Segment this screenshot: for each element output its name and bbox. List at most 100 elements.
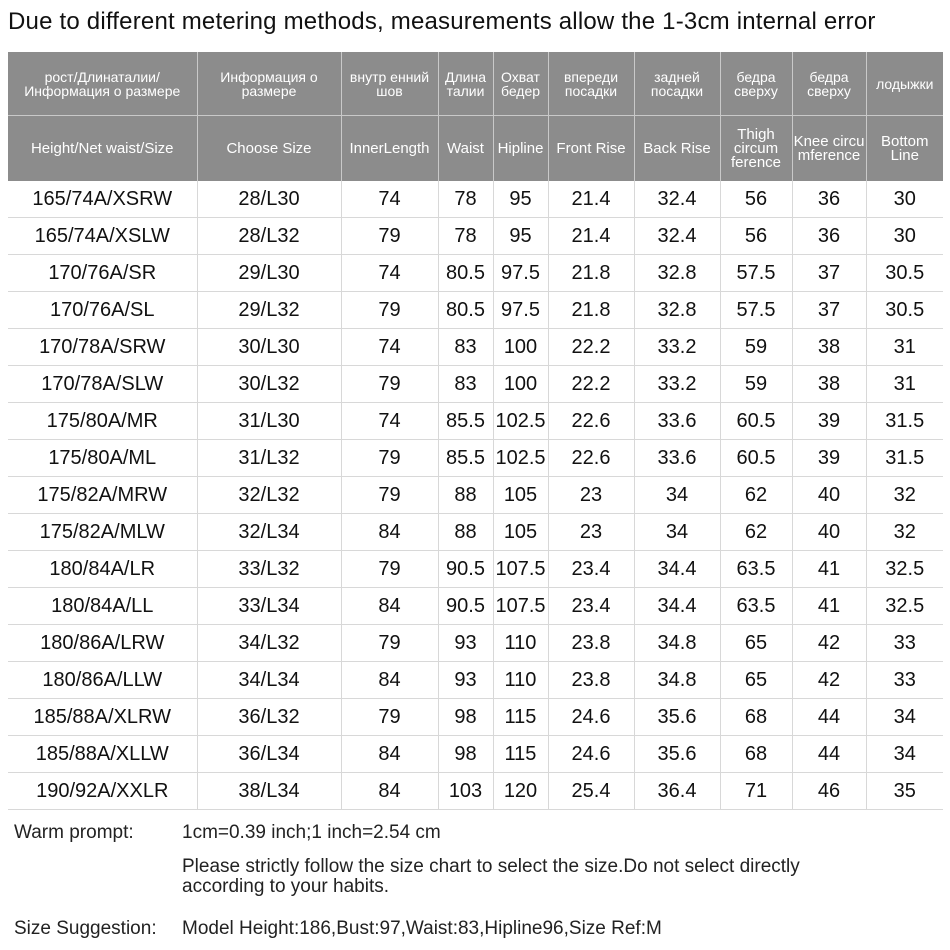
table-cell: 85.5	[438, 402, 494, 440]
table-cell: 107.5	[493, 587, 549, 625]
table-cell: 23.4	[548, 587, 635, 625]
table-cell: 34	[866, 735, 943, 773]
table-cell: 44	[792, 735, 867, 773]
table-cell: 33	[866, 624, 943, 662]
table-cell: 34	[634, 476, 721, 514]
table-cell: 120	[493, 772, 549, 810]
table-row: 185/88A/XLLW 36/L34 84 98 115 24.6 35.6 68 44 34	[8, 735, 943, 773]
header-ru-cell: задней посадки	[634, 52, 721, 116]
table-cell: 40	[792, 513, 867, 551]
table-cell: 90.5	[438, 587, 494, 625]
table-cell: 35	[866, 772, 943, 810]
table-cell: 31/L32	[197, 439, 342, 477]
table-cell: 57.5	[720, 291, 793, 329]
header-ru-cell: внутр енний шов	[341, 52, 439, 116]
table-cell: 63.5	[720, 550, 793, 588]
table-cell: 36	[792, 217, 867, 255]
table-cell: 59	[720, 365, 793, 403]
table-cell: 34.8	[634, 624, 721, 662]
table-cell: 35.6	[634, 735, 721, 773]
header-en-cell: Waist	[438, 115, 494, 181]
table-cell: 78	[438, 217, 494, 255]
table-cell: 165/74A/XSLW	[8, 217, 198, 255]
table-cell: 44	[792, 698, 867, 736]
table-cell: 23	[548, 513, 635, 551]
table-cell: 32.4	[634, 181, 721, 218]
table-cell: 60.5	[720, 402, 793, 440]
table-cell: 80.5	[438, 291, 494, 329]
table-row: 170/78A/SLW 30/L32 79 83 100 22.2 33.2 59 38 31	[8, 365, 943, 403]
header-ru-cell: бедра сверху	[720, 52, 793, 116]
table-cell: 83	[438, 328, 494, 366]
table-cell: 41	[792, 587, 867, 625]
table-cell: 80.5	[438, 254, 494, 292]
table-cell: 90.5	[438, 550, 494, 588]
table-cell: 88	[438, 476, 494, 514]
table-cell: 31	[866, 365, 943, 403]
size-chart-body: 165/74A/XSRW 28/L30 74 78 95 21.4 32.4 56 36 30 16…	[8, 181, 943, 810]
table-cell: 30/L32	[197, 365, 342, 403]
table-cell: 42	[792, 661, 867, 699]
header-row-en: Height/Net waist/Size Choose Size InnerL…	[8, 115, 943, 181]
table-cell: 79	[341, 624, 439, 662]
table-cell: 74	[341, 254, 439, 292]
instruction-note-line2: according to your habits.	[182, 876, 390, 897]
table-cell: 190/92A/XXLR	[8, 772, 198, 810]
table-cell: 28/L30	[197, 181, 342, 218]
table-cell: 35.6	[634, 698, 721, 736]
header-en-cell: Back Rise	[634, 115, 721, 181]
table-cell: 22.2	[548, 328, 635, 366]
table-cell: 65	[720, 624, 793, 662]
table-cell: 68	[720, 698, 793, 736]
table-cell: 37	[792, 291, 867, 329]
table-cell: 34.4	[634, 587, 721, 625]
table-cell: 34.8	[634, 661, 721, 699]
table-cell: 31	[866, 328, 943, 366]
table-cell: 29/L32	[197, 291, 342, 329]
table-cell: 42	[792, 624, 867, 662]
table-cell: 36/L32	[197, 698, 342, 736]
table-cell: 22.6	[548, 402, 635, 440]
table-cell: 78	[438, 181, 494, 218]
page-title: Due to different metering methods, measu…	[8, 8, 876, 35]
table-cell: 34	[634, 513, 721, 551]
table-cell: 33	[866, 661, 943, 699]
table-cell: 105	[493, 513, 549, 551]
table-cell: 63.5	[720, 587, 793, 625]
table-cell: 34/L34	[197, 661, 342, 699]
table-cell: 32.8	[634, 254, 721, 292]
size-suggestion-label: Size Suggestion:	[14, 918, 157, 939]
table-cell: 33/L34	[197, 587, 342, 625]
table-cell: 41	[792, 550, 867, 588]
instruction-note-line1: Please strictly follow the size chart to…	[182, 856, 800, 877]
table-cell: 79	[341, 365, 439, 403]
table-cell: 33/L32	[197, 550, 342, 588]
table-cell: 79	[341, 439, 439, 477]
table-cell: 79	[341, 476, 439, 514]
table-cell: 23.8	[548, 624, 635, 662]
table-row: 165/74A/XSLW 28/L32 79 78 95 21.4 32.4 56 36 30	[8, 217, 943, 255]
table-cell: 79	[341, 291, 439, 329]
table-cell: 97.5	[493, 291, 549, 329]
table-row: 180/86A/LRW 34/L32 79 93 110 23.8 34.8 65 42 33	[8, 624, 943, 662]
header-row-ru: рост/Длинаталии/ Информация о размере Ин…	[8, 52, 943, 116]
table-cell: 175/80A/ML	[8, 439, 198, 477]
table-cell: 46	[792, 772, 867, 810]
table-cell: 21.4	[548, 181, 635, 218]
table-cell: 32/L34	[197, 513, 342, 551]
table-cell: 98	[438, 735, 494, 773]
table-row: 175/82A/MRW 32/L32 79 88 105 23 34 62 40 32	[8, 476, 943, 514]
table-cell: 71	[720, 772, 793, 810]
header-ru-cell: лодыжки	[866, 52, 943, 116]
table-cell: 93	[438, 661, 494, 699]
table-cell: 79	[341, 217, 439, 255]
header-ru-cell: Охват бедер	[493, 52, 549, 116]
table-row: 175/80A/ML 31/L32 79 85.5 102.5 22.6 33.6 60.5 3…	[8, 439, 943, 477]
table-cell: 85.5	[438, 439, 494, 477]
table-cell: 175/80A/MR	[8, 402, 198, 440]
table-cell: 84	[341, 661, 439, 699]
size-suggestion-text: Model Height:186,Bust:97,Waist:83,Hiplin…	[182, 918, 662, 939]
table-cell: 25.4	[548, 772, 635, 810]
table-cell: 62	[720, 513, 793, 551]
table-cell: 56	[720, 217, 793, 255]
